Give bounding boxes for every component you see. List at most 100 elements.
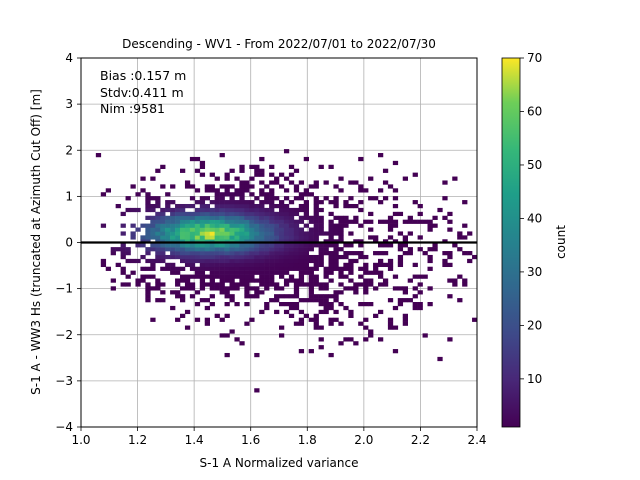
heatmap-cell — [333, 231, 339, 236]
heatmap-cell — [373, 266, 379, 271]
heatmap-cell — [279, 251, 285, 256]
heatmap-cell — [150, 274, 156, 279]
heatmap-cell — [219, 153, 225, 158]
heatmap-cell — [219, 207, 225, 213]
heatmap-cell — [180, 274, 186, 279]
heatmap-cell — [219, 274, 225, 279]
heatmap-cell — [293, 290, 300, 295]
heatmap-cell — [145, 196, 151, 201]
heatmap-cell — [283, 215, 290, 220]
heatmap-cell — [313, 180, 319, 185]
heatmap-cell — [194, 223, 201, 228]
heatmap-cell — [303, 207, 309, 213]
heatmap-cell — [293, 227, 300, 232]
heatmap-cell — [120, 266, 126, 271]
heatmap-cell — [392, 349, 399, 354]
heatmap-cell — [298, 196, 305, 201]
heatmap-cell — [313, 298, 319, 303]
heatmap-cell — [353, 258, 359, 264]
heatmap-cell — [392, 160, 399, 166]
heatmap-cell — [145, 286, 151, 291]
heatmap-cell — [140, 188, 146, 193]
heatmap-cell — [219, 243, 225, 248]
heatmap-cell — [189, 266, 196, 271]
heatmap-cell — [269, 200, 275, 205]
heatmap-cell — [259, 188, 265, 193]
heatmap-cell — [184, 309, 191, 315]
heatmap-cell — [244, 247, 250, 252]
heatmap-cell — [249, 215, 255, 220]
heatmap-cell — [298, 298, 305, 303]
heatmap-cell — [239, 207, 245, 213]
heatmap-cell — [407, 215, 413, 220]
heatmap-cell — [184, 325, 191, 330]
heatmap-cell — [189, 203, 196, 209]
heatmap-cell — [397, 302, 404, 307]
heatmap-cell — [298, 231, 305, 236]
heatmap-cell — [165, 239, 171, 244]
heatmap-cell — [288, 274, 295, 279]
heatmap-cell — [348, 251, 354, 256]
heatmap-cell — [194, 274, 201, 279]
heatmap-cell — [145, 207, 151, 213]
heatmap-cell — [214, 251, 220, 256]
heatmap-cell — [214, 196, 220, 201]
heatmap-cell — [318, 247, 324, 252]
heatmap-cell — [338, 219, 344, 224]
heatmap-cell — [199, 207, 206, 213]
heatmap-cell — [402, 317, 408, 322]
colorbar-ticks: 70 60 50 40 30 20 10 — [520, 51, 542, 386]
heatmap-cell — [308, 270, 314, 275]
heatmap-cell — [348, 313, 354, 318]
heatmap-cell — [328, 266, 334, 271]
heatmap-cell — [333, 317, 339, 322]
heatmap-cell — [298, 215, 305, 220]
heatmap-cell — [353, 290, 359, 295]
heatmap-cell — [353, 203, 359, 209]
heatmap-cell — [457, 231, 463, 236]
heatmap-cell — [214, 227, 220, 232]
heatmap-cell — [209, 278, 215, 283]
heatmap-cell — [269, 278, 275, 283]
heatmap-cell — [318, 223, 324, 228]
heatmap-cell — [283, 251, 290, 256]
heatmap-cell — [120, 251, 126, 256]
heatmap-cell — [249, 286, 255, 291]
heatmap-cell — [229, 168, 235, 173]
heatmap-cell — [274, 309, 280, 315]
heatmap-cell — [298, 219, 305, 224]
heatmap-cell — [184, 184, 191, 189]
heatmap-cell — [204, 298, 210, 303]
heatmap-cell — [318, 207, 324, 213]
heatmap-cell — [432, 215, 438, 220]
heatmap-cell — [353, 251, 359, 256]
heatmap-cell — [323, 180, 329, 185]
heatmap-cell — [254, 207, 260, 213]
heatmap-cell — [175, 239, 181, 244]
heatmap-cell — [279, 200, 285, 205]
heatmap-cell — [338, 270, 344, 275]
colorbar — [501, 57, 521, 428]
heatmap-cell — [308, 317, 314, 322]
heatmap-cell — [150, 196, 156, 201]
heatmap-cell — [155, 251, 161, 256]
heatmap-cell — [358, 223, 364, 228]
heatmap-cell — [392, 305, 399, 311]
heatmap-cell — [145, 298, 151, 303]
heatmap-cell — [214, 262, 220, 268]
heatmap-cell — [170, 227, 176, 232]
heatmap-cell — [298, 239, 305, 244]
heatmap-cell — [323, 294, 329, 299]
heatmap-cell — [214, 247, 220, 252]
heatmap-cell — [239, 215, 245, 220]
heatmap-cell — [387, 321, 394, 326]
heatmap-cell — [175, 211, 181, 217]
heatmap-cell — [368, 282, 374, 287]
heatmap-cell — [368, 329, 374, 334]
heatmap-cell — [318, 251, 324, 256]
heatmap-cell — [259, 258, 265, 264]
heatmap-cell — [180, 215, 186, 220]
heatmap-cell — [219, 203, 225, 209]
heatmap-cell — [140, 266, 146, 271]
heatmap-cell — [175, 215, 181, 220]
